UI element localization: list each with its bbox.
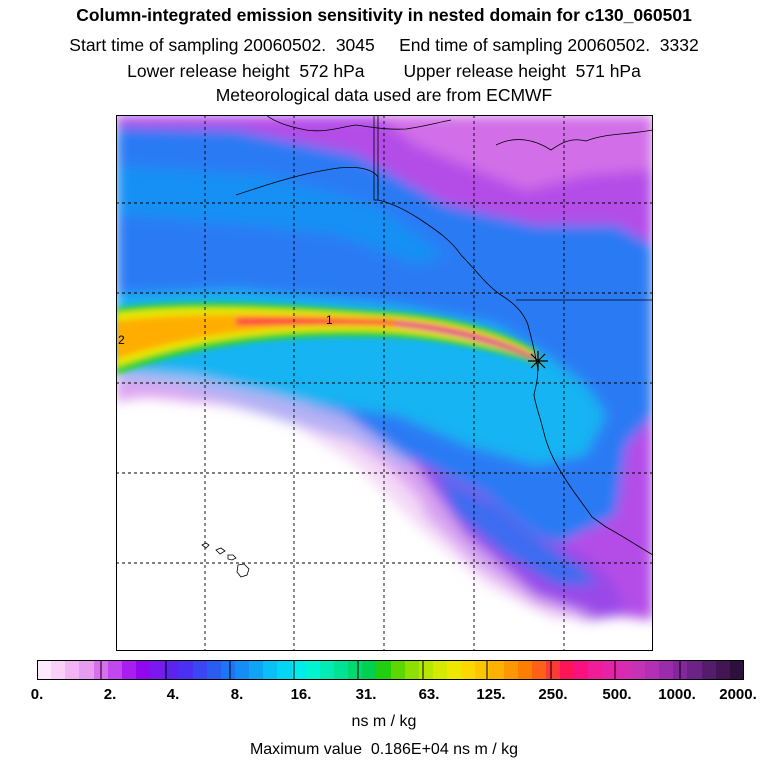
colorbar-tick-label: 250. xyxy=(538,686,568,703)
alaska-panhandle xyxy=(373,115,379,201)
colorbar-cell xyxy=(178,660,193,680)
colorbar-cell xyxy=(645,660,659,680)
colorbar-tick-label: 31. xyxy=(355,686,377,703)
colorbar-frame xyxy=(37,660,744,680)
colorbar-cell xyxy=(518,660,532,680)
colorbar-tick-label: 16. xyxy=(290,686,312,703)
colorbar-cell xyxy=(51,660,65,680)
canada-north xyxy=(495,129,653,151)
map-frame xyxy=(116,115,653,651)
colorbar-cell xyxy=(405,660,419,680)
colorbar-tick-label: 4. xyxy=(166,686,180,703)
colorbar-cell xyxy=(306,660,320,680)
sensitivity-map: 1 2 xyxy=(116,115,653,651)
island-hawaii xyxy=(236,563,250,578)
lat-lon-grid xyxy=(116,115,653,651)
colorbar-cell xyxy=(532,660,546,680)
colorbar-cell xyxy=(263,660,277,680)
met-data-info: Meteorological data used are from ECMWF xyxy=(215,85,553,105)
colorbar-cell xyxy=(716,660,730,680)
colorbar-tick-label: 0. xyxy=(30,686,44,703)
colorbar-cell xyxy=(603,660,617,680)
colorbar-tick-label: 8. xyxy=(230,686,244,703)
coastline-outlines xyxy=(235,115,653,556)
colorbar-cell xyxy=(489,660,504,680)
colorbar-cell xyxy=(588,660,603,680)
colorbar-cell xyxy=(362,660,376,680)
colorbar-cell xyxy=(136,660,150,680)
colorbar-cell xyxy=(334,660,348,680)
colorbar-cell xyxy=(475,660,489,680)
high-sensitivity-plume xyxy=(116,302,541,375)
colorbar-tick-label: 2. xyxy=(103,686,117,703)
colorbar-cell xyxy=(419,660,433,680)
colorbar-tick-label: 125. xyxy=(476,686,506,703)
colorbar-cell xyxy=(433,660,447,680)
colorbar-tick-label: 2000. xyxy=(719,686,757,703)
colorbar-cell xyxy=(504,660,518,680)
colorbar-cell xyxy=(164,660,178,680)
colorbar-cell xyxy=(249,660,263,680)
colorbar-cell xyxy=(292,660,306,680)
colorbar-cell xyxy=(122,660,136,680)
colorbar-tick-label: 1000. xyxy=(658,686,696,703)
contour-label-1: 1 xyxy=(326,313,333,327)
island-maui xyxy=(227,554,237,561)
colorbar-cell xyxy=(277,660,292,680)
colorbar-cell xyxy=(320,660,334,680)
maximum-value-note: Maximum value 0.186E+04 ns m / kg xyxy=(249,741,519,758)
colorbar-cell xyxy=(37,660,51,680)
colorbar-cell xyxy=(150,660,164,680)
colorbar-cell xyxy=(207,660,221,680)
colorbar-cell xyxy=(348,660,362,680)
colorbar-cell xyxy=(108,660,122,680)
north-america-coastline xyxy=(235,166,653,556)
colorbar-cell xyxy=(631,660,645,680)
colorbar-cell xyxy=(560,660,574,680)
colorbar-cell xyxy=(376,660,391,680)
contour-label-2: 2 xyxy=(118,333,125,347)
colorbar-cell xyxy=(617,660,631,680)
colorbar-cell xyxy=(659,660,673,680)
plot-title: Column-integrated emission sensitivity i… xyxy=(76,5,692,25)
colorbar-cell xyxy=(221,660,235,680)
colorbar-units: ns m / kg xyxy=(351,713,417,730)
colorbar-cell xyxy=(687,660,702,680)
alaska-coast xyxy=(265,115,452,132)
colorbar-cell xyxy=(574,660,588,680)
colorbar-cell xyxy=(79,660,94,680)
field-north-band xyxy=(116,165,446,265)
field-pale-fringe xyxy=(116,370,596,620)
colorbar-cell xyxy=(193,660,207,680)
field-purple-outer xyxy=(116,115,653,197)
release-height-info: Lower release height 572 hPa Upper relea… xyxy=(127,61,641,81)
colorbar-cell xyxy=(65,660,79,680)
colorbar-cell xyxy=(447,660,461,680)
plume-magenta xyxy=(396,322,536,361)
colorbar-cell xyxy=(461,660,475,680)
colorbar xyxy=(37,660,744,680)
colorbar-tick-label: 63. xyxy=(418,686,440,703)
star-icon xyxy=(528,351,548,371)
sampling-time-info: Start time of sampling 20060502. 3045 En… xyxy=(69,35,699,55)
colorbar-cell xyxy=(235,660,249,680)
field-lower-plume-blue xyxy=(436,475,596,585)
colorbar-tick-label: 500. xyxy=(602,686,632,703)
colorbar-cell xyxy=(546,660,560,680)
colorbar-cell xyxy=(730,660,744,680)
colorbar-cell xyxy=(391,660,405,680)
island-oahu xyxy=(215,547,226,555)
colorbar-cell xyxy=(702,660,716,680)
